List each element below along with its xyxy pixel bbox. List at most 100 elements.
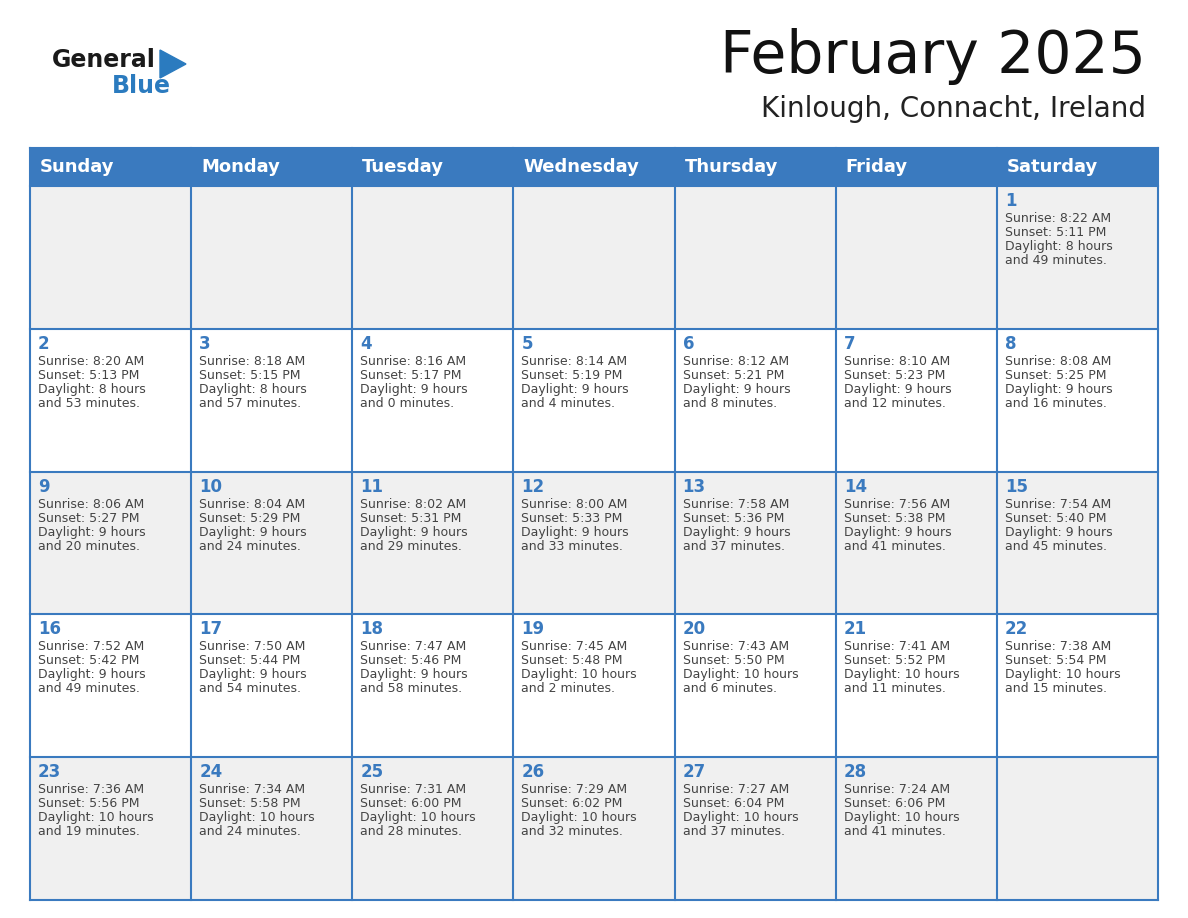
Text: 14: 14 (843, 477, 867, 496)
Bar (997, 614, 1158, 757)
Text: 17: 17 (200, 621, 222, 638)
Text: 24: 24 (200, 763, 222, 781)
Text: Sunrise: 8:22 AM: Sunrise: 8:22 AM (1005, 212, 1111, 225)
Bar (675, 614, 835, 757)
Text: Sunset: 5:46 PM: Sunset: 5:46 PM (360, 655, 462, 667)
Text: Sunset: 5:33 PM: Sunset: 5:33 PM (522, 511, 623, 524)
Text: Sunset: 5:42 PM: Sunset: 5:42 PM (38, 655, 139, 667)
Text: Daylight: 10 hours: Daylight: 10 hours (843, 668, 960, 681)
Text: Sunrise: 8:08 AM: Sunrise: 8:08 AM (1005, 354, 1111, 368)
Text: Thursday: Thursday (684, 158, 778, 176)
Text: Daylight: 9 hours: Daylight: 9 hours (1005, 383, 1112, 396)
Text: Daylight: 9 hours: Daylight: 9 hours (360, 526, 468, 539)
Text: Sunset: 5:27 PM: Sunset: 5:27 PM (38, 511, 139, 524)
Text: and 28 minutes.: and 28 minutes. (360, 825, 462, 838)
Text: and 53 minutes.: and 53 minutes. (38, 397, 140, 409)
Text: Sunrise: 7:50 AM: Sunrise: 7:50 AM (200, 641, 305, 654)
Text: Sunset: 5:52 PM: Sunset: 5:52 PM (843, 655, 946, 667)
Bar (675, 757, 835, 900)
Text: Sunrise: 8:16 AM: Sunrise: 8:16 AM (360, 354, 467, 368)
Bar (30, 148, 191, 186)
Text: Sunrise: 7:34 AM: Sunrise: 7:34 AM (200, 783, 305, 796)
Text: Daylight: 9 hours: Daylight: 9 hours (360, 383, 468, 396)
Bar (513, 757, 675, 900)
Bar (997, 148, 1158, 186)
Text: Sunrise: 8:04 AM: Sunrise: 8:04 AM (200, 498, 305, 510)
Text: and 29 minutes.: and 29 minutes. (360, 540, 462, 553)
Text: Daylight: 9 hours: Daylight: 9 hours (522, 383, 630, 396)
Text: and 54 minutes.: and 54 minutes. (200, 682, 301, 696)
Text: and 45 minutes.: and 45 minutes. (1005, 540, 1107, 553)
Bar (353, 472, 513, 614)
Text: Sunday: Sunday (40, 158, 114, 176)
Text: Sunrise: 7:54 AM: Sunrise: 7:54 AM (1005, 498, 1111, 510)
Bar (353, 329, 513, 472)
Text: Daylight: 9 hours: Daylight: 9 hours (38, 668, 146, 681)
Text: Daylight: 9 hours: Daylight: 9 hours (38, 526, 146, 539)
Text: Monday: Monday (201, 158, 280, 176)
Text: Sunrise: 7:24 AM: Sunrise: 7:24 AM (843, 783, 950, 796)
Text: Daylight: 9 hours: Daylight: 9 hours (683, 526, 790, 539)
Text: 4: 4 (360, 335, 372, 353)
Text: Sunset: 5:29 PM: Sunset: 5:29 PM (200, 511, 301, 524)
Text: and 49 minutes.: and 49 minutes. (1005, 254, 1107, 267)
Bar (675, 472, 835, 614)
Text: and 15 minutes.: and 15 minutes. (1005, 682, 1107, 696)
Text: 1: 1 (1005, 192, 1017, 210)
Text: Daylight: 8 hours: Daylight: 8 hours (38, 383, 146, 396)
Text: 15: 15 (1005, 477, 1028, 496)
Bar (30, 472, 191, 614)
Text: Sunset: 5:58 PM: Sunset: 5:58 PM (200, 797, 301, 811)
Text: Daylight: 8 hours: Daylight: 8 hours (200, 383, 307, 396)
Bar (997, 757, 1158, 900)
Text: Sunrise: 8:18 AM: Sunrise: 8:18 AM (200, 354, 305, 368)
Bar (513, 614, 675, 757)
Text: Daylight: 10 hours: Daylight: 10 hours (683, 668, 798, 681)
Bar (191, 329, 353, 472)
Bar (353, 757, 513, 900)
Text: Sunset: 5:13 PM: Sunset: 5:13 PM (38, 369, 139, 382)
Bar (835, 757, 997, 900)
Text: Sunset: 5:11 PM: Sunset: 5:11 PM (1005, 226, 1106, 239)
Text: and 12 minutes.: and 12 minutes. (843, 397, 946, 409)
Text: Sunrise: 8:02 AM: Sunrise: 8:02 AM (360, 498, 467, 510)
Bar (191, 757, 353, 900)
Text: Sunset: 5:56 PM: Sunset: 5:56 PM (38, 797, 139, 811)
Text: 6: 6 (683, 335, 694, 353)
Text: 5: 5 (522, 335, 533, 353)
Bar (675, 148, 835, 186)
Text: and 57 minutes.: and 57 minutes. (200, 397, 302, 409)
Text: Daylight: 9 hours: Daylight: 9 hours (360, 668, 468, 681)
Text: Sunset: 6:02 PM: Sunset: 6:02 PM (522, 797, 623, 811)
Bar (835, 329, 997, 472)
Text: Sunrise: 7:41 AM: Sunrise: 7:41 AM (843, 641, 950, 654)
Bar (835, 472, 997, 614)
Text: 19: 19 (522, 621, 544, 638)
Text: Daylight: 9 hours: Daylight: 9 hours (683, 383, 790, 396)
Text: 18: 18 (360, 621, 384, 638)
Bar (513, 329, 675, 472)
Text: 16: 16 (38, 621, 61, 638)
Text: Saturday: Saturday (1007, 158, 1098, 176)
Bar (513, 186, 675, 329)
Text: and 41 minutes.: and 41 minutes. (843, 825, 946, 838)
Bar (353, 148, 513, 186)
Text: Sunrise: 7:47 AM: Sunrise: 7:47 AM (360, 641, 467, 654)
Text: and 19 minutes.: and 19 minutes. (38, 825, 140, 838)
Text: Blue: Blue (112, 74, 171, 98)
Text: Sunrise: 7:45 AM: Sunrise: 7:45 AM (522, 641, 627, 654)
Text: Sunset: 6:00 PM: Sunset: 6:00 PM (360, 797, 462, 811)
Text: and 16 minutes.: and 16 minutes. (1005, 397, 1107, 409)
Bar (30, 186, 191, 329)
Text: Sunset: 6:04 PM: Sunset: 6:04 PM (683, 797, 784, 811)
Text: and 20 minutes.: and 20 minutes. (38, 540, 140, 553)
Text: Friday: Friday (846, 158, 908, 176)
Text: Daylight: 10 hours: Daylight: 10 hours (683, 812, 798, 824)
Text: and 4 minutes.: and 4 minutes. (522, 397, 615, 409)
Text: Sunrise: 8:20 AM: Sunrise: 8:20 AM (38, 354, 144, 368)
Text: Sunrise: 7:43 AM: Sunrise: 7:43 AM (683, 641, 789, 654)
Text: Sunrise: 7:52 AM: Sunrise: 7:52 AM (38, 641, 144, 654)
Bar (191, 148, 353, 186)
Text: Daylight: 8 hours: Daylight: 8 hours (1005, 240, 1113, 253)
Text: 27: 27 (683, 763, 706, 781)
